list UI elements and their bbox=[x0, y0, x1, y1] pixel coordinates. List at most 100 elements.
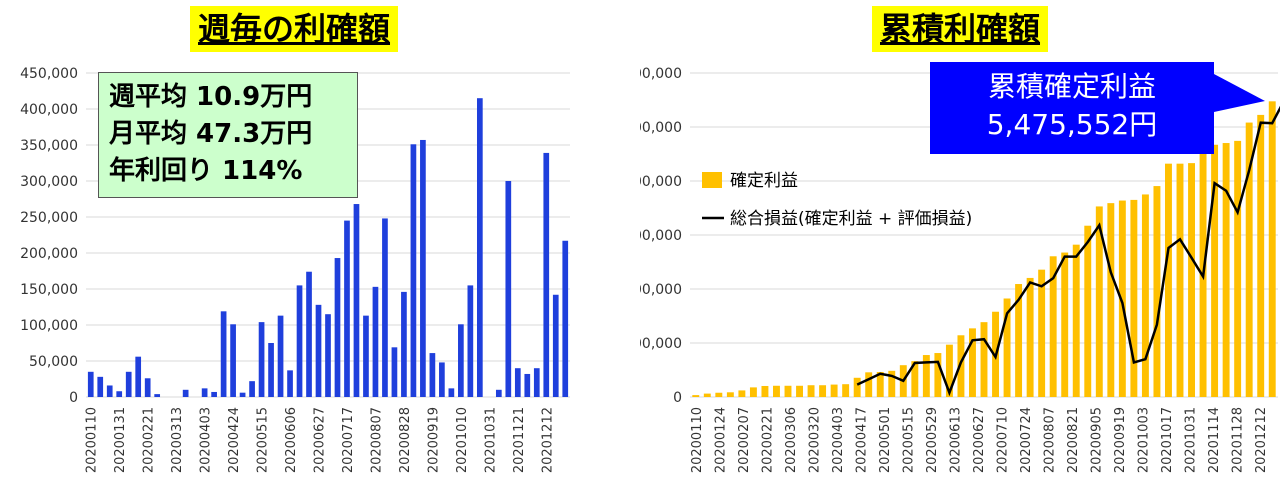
x-tick-label: 20201121 bbox=[512, 407, 527, 473]
x-tick-label: 20200710 bbox=[996, 407, 1011, 473]
x-tick-label: 20200627 bbox=[972, 407, 987, 473]
bar bbox=[749, 387, 757, 397]
bar bbox=[865, 372, 873, 397]
bar bbox=[135, 356, 142, 397]
bar bbox=[296, 285, 303, 397]
x-tick-label: 20200306 bbox=[784, 407, 799, 473]
x-tick-label: 20200717 bbox=[341, 407, 356, 473]
bar bbox=[1222, 143, 1230, 397]
x-tick-label: 20201212 bbox=[540, 407, 555, 473]
bar bbox=[277, 315, 284, 397]
x-tick-label: 20200403 bbox=[199, 407, 214, 473]
cumulative-profit-panel: 0 1,000,000 2,000,000 3,000,000 4,000,000 5,0… bbox=[611, 0, 1280, 499]
weekly-average: 週平均 10.9万円 bbox=[109, 82, 313, 112]
bar bbox=[325, 314, 331, 397]
y-tick-label: 4,000,000 bbox=[640, 174, 682, 190]
y-tick-label: 6,000,000 bbox=[640, 66, 682, 82]
bar bbox=[796, 385, 803, 397]
bar bbox=[807, 385, 815, 397]
y-tick-label: 0 bbox=[673, 390, 682, 406]
bar bbox=[306, 271, 312, 397]
total-profit-callout: 累積確定利益 5,475,552円 bbox=[930, 62, 1214, 154]
bar bbox=[125, 371, 132, 397]
bar bbox=[391, 347, 398, 397]
bar bbox=[911, 361, 919, 397]
bar bbox=[1141, 194, 1149, 397]
stats-box: 週平均 10.9万円 月平均 47.3万円 年利回り 114% bbox=[98, 72, 358, 198]
bar bbox=[842, 384, 850, 397]
bar bbox=[1176, 163, 1184, 397]
bar bbox=[182, 389, 189, 397]
y-tick-label: 50,000 bbox=[29, 354, 78, 370]
bar bbox=[476, 98, 483, 397]
x-tick-label: 20200613 bbox=[948, 407, 963, 473]
annual-yield: 年利回り 114% bbox=[109, 156, 303, 186]
x-tick-label: 20200110 bbox=[85, 407, 100, 473]
bar bbox=[230, 324, 236, 397]
x-tick-label: 20200131 bbox=[113, 407, 128, 473]
y-tick-label: 300,000 bbox=[20, 174, 78, 190]
bar bbox=[738, 390, 746, 397]
monthly-average: 月平均 47.3万円 bbox=[109, 119, 313, 149]
x-tick-label: 20200919 bbox=[1113, 407, 1128, 473]
bar bbox=[1188, 163, 1195, 397]
bar bbox=[784, 385, 792, 397]
bar bbox=[1003, 298, 1011, 397]
bar bbox=[524, 373, 531, 397]
bar bbox=[934, 353, 942, 397]
bar bbox=[1061, 252, 1069, 397]
bar bbox=[533, 368, 540, 397]
bar bbox=[552, 294, 559, 397]
bar bbox=[819, 385, 827, 397]
x-tick-label: 20200501 bbox=[878, 407, 893, 473]
bar bbox=[761, 385, 769, 397]
bar bbox=[1084, 225, 1092, 397]
bar bbox=[334, 258, 341, 397]
x-tick-label: 20200828 bbox=[398, 407, 413, 473]
bar bbox=[1072, 244, 1080, 397]
x-tick-label: 20200515 bbox=[256, 407, 271, 473]
bar bbox=[1245, 122, 1253, 398]
bar bbox=[876, 371, 884, 397]
bar bbox=[1118, 200, 1126, 397]
total-pnl-line bbox=[856, 105, 1280, 397]
bar bbox=[201, 388, 208, 397]
y-tick-label: 200,000 bbox=[20, 246, 78, 262]
x-tick-label: 20200807 bbox=[1043, 407, 1058, 473]
legend-label-bar: 確定利益 bbox=[730, 171, 798, 191]
bar bbox=[353, 204, 360, 397]
bar bbox=[773, 385, 780, 397]
bar bbox=[1038, 269, 1046, 397]
bar bbox=[420, 139, 426, 397]
x-tick-label: 20201017 bbox=[1160, 407, 1175, 473]
bar bbox=[495, 389, 502, 397]
x-tick-label: 20200821 bbox=[1066, 407, 1081, 473]
bar bbox=[957, 335, 965, 397]
bar bbox=[106, 385, 113, 397]
callout-pointer bbox=[1214, 74, 1265, 112]
y-tick-label: 100,000 bbox=[20, 318, 78, 334]
bar bbox=[888, 370, 896, 397]
bar bbox=[1165, 163, 1172, 397]
bar bbox=[1049, 256, 1057, 397]
bar bbox=[268, 343, 274, 397]
weekly-profit-panel: 0 50,000 100,000 150,000 200,000 250,000 300,0… bbox=[0, 0, 640, 499]
bar bbox=[315, 304, 322, 397]
bar bbox=[505, 181, 512, 397]
bar bbox=[1095, 206, 1103, 397]
bar bbox=[726, 392, 734, 397]
x-tick-label: 20201031 bbox=[483, 407, 498, 473]
bar bbox=[154, 394, 161, 397]
legend-label-line: 総合損益(確定利益 + 評価損益) bbox=[730, 209, 972, 229]
bar bbox=[1130, 199, 1138, 397]
x-tick-label: 20200606 bbox=[284, 407, 299, 473]
bar bbox=[363, 315, 369, 397]
bar bbox=[715, 392, 723, 397]
cumulative-chart-title: 累積利確額 bbox=[872, 6, 1049, 52]
bar bbox=[372, 286, 379, 397]
bar bbox=[382, 218, 388, 397]
x-tick-label: 20200110 bbox=[690, 407, 705, 473]
x-tick-label: 20200919 bbox=[426, 407, 441, 473]
y-tick-label: 2,000,000 bbox=[640, 282, 682, 298]
x-tick-label: 20200627 bbox=[313, 407, 328, 473]
